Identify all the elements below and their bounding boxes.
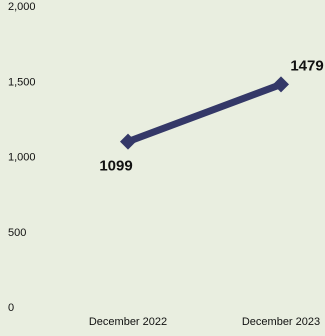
y-tick-label: 0 — [8, 302, 14, 314]
x-axis: December 2022 December 2023 — [89, 316, 320, 328]
data-labels: 1099 1479 — [99, 57, 323, 174]
data-point-marker — [273, 76, 289, 93]
series-line — [124, 80, 285, 146]
y-tick-label: 500 — [8, 227, 26, 239]
y-axis: 2,000 1,500 1,000 500 0 — [8, 1, 36, 314]
y-tick-label: 2,000 — [8, 1, 36, 13]
data-label: 1479 — [290, 57, 323, 74]
x-tick-label: December 2022 — [89, 316, 167, 328]
series-line-group — [120, 76, 289, 150]
data-point-marker — [120, 133, 136, 150]
y-tick-label: 1,500 — [8, 76, 36, 88]
x-tick-label: December 2023 — [242, 316, 320, 328]
y-tick-label: 1,000 — [8, 152, 36, 164]
data-label: 1099 — [99, 158, 132, 175]
